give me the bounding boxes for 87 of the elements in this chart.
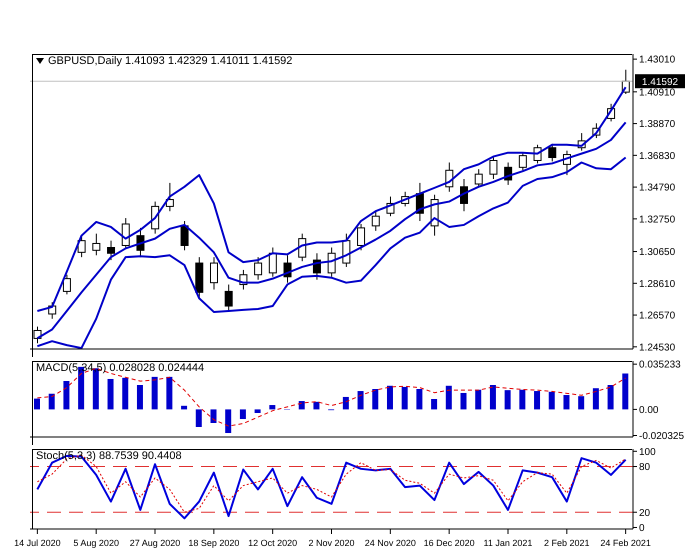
y-tick-label: 1.28610	[639, 278, 676, 290]
x-tick-label: 18 Sep 2020	[188, 538, 240, 548]
bar	[519, 390, 526, 410]
chart-title: Stoch(5,3,3) 88.7539 90.4408	[36, 450, 182, 462]
y-tick-label: 1.30650	[639, 247, 676, 258]
candlestick	[78, 235, 86, 258]
y-tick-label: 0.00	[639, 404, 659, 416]
bar	[254, 409, 261, 413]
bar	[122, 378, 128, 410]
bar	[416, 388, 422, 410]
bar	[372, 388, 378, 410]
bar	[490, 385, 496, 410]
y-tick-label: 1.36830	[639, 150, 676, 162]
x-tick-label: 2 Nov 2020	[308, 538, 355, 548]
candlestick	[489, 157, 498, 180]
bar	[210, 409, 216, 424]
bar	[475, 390, 482, 410]
bar	[196, 409, 202, 427]
x-tick-label: 24 Nov 2020	[364, 538, 416, 548]
candlestick	[254, 256, 262, 280]
x-tick-label: 16 Dec 2020	[424, 538, 475, 548]
chart-title: GBPUSD,Daily 1.41093 1.42329 1.41011 1.41592	[48, 55, 292, 67]
bar	[269, 405, 276, 410]
bar	[240, 409, 246, 420]
x-tick-label: 11 Jan 2021	[484, 538, 532, 548]
ref-line-label: 1.41592	[642, 77, 679, 88]
line-series	[36, 156, 627, 349]
bar	[358, 391, 364, 410]
bar	[608, 385, 614, 410]
y-tick-label: 1.26570	[639, 310, 676, 322]
bar	[108, 378, 114, 410]
x-tick-label: 12 Oct 2020	[248, 538, 298, 548]
bar	[298, 401, 305, 410]
bar	[592, 388, 599, 410]
bar	[402, 386, 408, 410]
x-tick-label: 5 Aug 2020	[73, 538, 119, 548]
candlestick	[224, 284, 233, 312]
bar	[313, 402, 320, 410]
bar	[460, 392, 467, 410]
candlestick	[328, 247, 336, 278]
bar	[342, 396, 349, 410]
candlestick	[62, 274, 71, 295]
candlestick	[372, 210, 380, 232]
candlestick	[268, 247, 277, 278]
candlestick	[107, 240, 116, 261]
bar	[386, 386, 393, 410]
y-tick-label: -0.020325	[639, 431, 684, 442]
y-tick-label: 20	[639, 508, 651, 519]
candlestick	[518, 152, 527, 171]
y-tick-label: 1.40910	[639, 87, 676, 98]
bar	[34, 398, 40, 410]
candlestick	[357, 223, 366, 251]
bar	[225, 409, 232, 434]
bar	[548, 392, 555, 410]
y-tick-label: 80	[639, 462, 651, 474]
bar	[504, 390, 511, 410]
candlestick	[92, 233, 100, 256]
chart-title: MACD(5,34,5) 0.028028 0.024444	[36, 362, 204, 374]
y-tick-label: 0.035233	[639, 360, 682, 371]
y-tick-label: 0	[639, 523, 645, 534]
bar	[166, 376, 172, 410]
bar	[181, 406, 188, 410]
y-tick-label: 1.24530	[639, 342, 676, 354]
bar	[534, 391, 540, 410]
x-tick-label: 27 Aug 2020	[130, 538, 180, 548]
candlestick	[180, 220, 189, 251]
bar	[578, 396, 584, 410]
x-tick-label: 14 Jul 2020	[14, 538, 61, 548]
bar	[136, 385, 143, 410]
y-tick-label: 1.38870	[639, 119, 676, 130]
bar	[563, 395, 570, 410]
y-tick-label: 1.32750	[639, 214, 676, 226]
bar	[152, 376, 158, 410]
x-tick-label: 24 Feb 2021	[600, 538, 651, 548]
candlestick	[210, 256, 218, 290]
bar	[446, 386, 452, 410]
bar	[622, 373, 628, 410]
candlestick	[474, 168, 483, 188]
x-tick-label: 2 Feb 2021	[544, 538, 590, 548]
candlestick	[166, 182, 174, 212]
y-tick-label: 1.43010	[639, 54, 676, 66]
bar	[431, 399, 438, 410]
y-tick-label: 1.34790	[639, 182, 676, 194]
candlestick	[548, 143, 556, 162]
y-tick-label: 100	[639, 446, 656, 458]
bar	[63, 381, 70, 410]
bar	[48, 394, 55, 410]
